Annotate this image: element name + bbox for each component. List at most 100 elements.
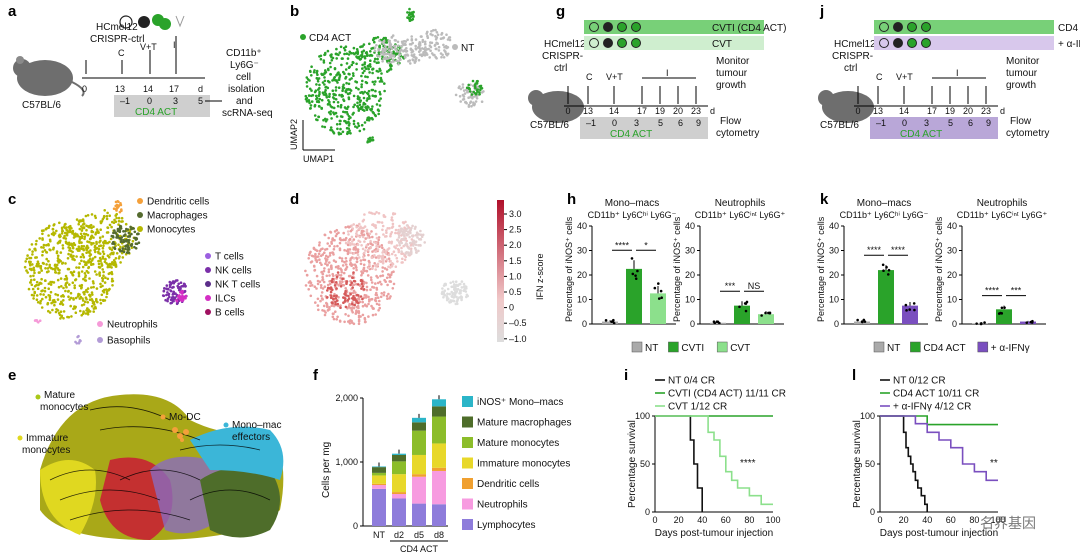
umap-point-act [318,105,321,108]
umap-point-act [322,59,326,62]
umap-point-monocyte [57,311,61,315]
umap-point-monocyte [30,278,33,282]
umap-point-monocyte [94,232,97,236]
umap-point-ifn [369,242,373,246]
umap-point-act [342,98,345,101]
umap-point-act [352,74,355,77]
umap-point-monocyte [62,286,65,290]
umap-point-act [357,124,361,128]
umap-point-monocyte [121,256,125,259]
umap-point-monocyte [35,239,38,243]
umap-point-monocyte [80,259,83,263]
umap-point-ifn [454,280,458,284]
umap-point-monocyte [114,244,117,248]
umap-point-ifn [321,298,325,301]
umap-point-monocyte [61,244,65,247]
day-label: 14 [609,106,619,116]
legend-label: + α-IFNγ [991,343,1030,354]
velocity-plot [40,394,284,540]
umap-point-monocyte [44,227,48,231]
umap-point-act [342,70,345,74]
umap-point-act [371,71,374,75]
umap-point-ilc [180,290,184,293]
umap-point-ifn [321,247,324,250]
umap-point-monocyte [101,246,105,250]
umap-point-monocyte [40,289,43,293]
umap-point-monocyte [107,288,110,292]
umap-point-ifn [395,256,399,260]
umap-point-ifn [387,253,391,257]
umap-point-ifn [360,287,363,290]
umap-point-monocyte [108,223,112,227]
umap-point-macrophage [127,241,131,244]
umap-point-monocyte [93,255,97,259]
x-tick-label: d8 [434,530,444,540]
umap-point-act [347,120,350,124]
umap-point-nt [380,41,384,44]
umap-point-ifn [379,274,382,278]
umap-point-nt [442,36,446,39]
umap-point-ifn [334,265,338,269]
umap-point-monocyte [92,310,95,313]
umap-point-act [337,86,341,89]
legend-swatch [462,498,473,510]
umap-point-ifn [316,279,320,283]
umap-point-ifn [309,294,313,298]
umap-point-ifn [319,299,322,303]
panel-b: b CD4 ACT NT UMAP1 UMAP2 [289,3,485,164]
umap-point-monocyte [76,295,80,298]
legend-label: + α-IFNγ 4/12 CR [893,402,971,413]
umap-point-monocyte [96,300,99,304]
umap-point-monocyte [48,248,51,251]
panel-letter-d: d [290,191,299,208]
umap-point-monocyte [39,264,43,268]
umap-point-act [327,111,331,114]
umap-point-ifn [380,292,384,295]
umap-point-nt [384,56,387,59]
y-tick-label: 0 [645,507,650,517]
umap-point-monocyte [100,264,104,267]
umap-point-monocyte [31,263,34,266]
umap-point-monocyte [53,303,56,307]
y-tick-label: 30 [947,246,957,256]
umap-point-ifn [330,294,333,298]
umap-point-ifn [386,227,390,230]
legend-swatch [462,478,473,489]
umap-point-monocyte [91,230,95,234]
umap-point-macrophage [130,232,133,236]
day-label: 19 [655,106,665,116]
legend-label: NT 0/4 CR [668,376,715,387]
umap-point-act [343,48,347,52]
label-monomac: Mono–mac [232,420,281,431]
data-point [660,296,663,299]
umap-point-ifn [323,251,326,254]
umap-point-act [339,115,343,118]
umap-point-macrophage [123,240,126,243]
umap-point-monocyte [91,293,94,296]
umap-point-ifn [355,310,358,314]
umap-point-monocyte [48,311,52,314]
umap-point-act [361,71,365,75]
umap-point-monocyte [58,271,61,275]
umap-point-act [355,68,358,71]
umap-point-nt [448,38,452,42]
umap-point-ifn [385,276,389,280]
umap-point-act [324,119,328,123]
umap-point-ifn [327,270,331,274]
umap-point-ifn [460,286,464,289]
umap-point-nt [381,60,384,63]
umap-point-act [368,94,371,98]
umap-point-monocyte [98,236,102,239]
umap-point-act [331,96,335,99]
umap-point-monocyte [101,250,105,253]
umap-point-act [358,103,362,106]
umap-point-act [350,63,354,67]
umap-point-monocyte [71,257,75,261]
umap-point-ifn [372,307,375,310]
umap-point-ifn [397,250,401,254]
panel-letter-h: h [567,191,576,208]
umap-point-nt [429,49,432,52]
umap-point-act [366,97,369,100]
umap-point-act [309,107,312,110]
